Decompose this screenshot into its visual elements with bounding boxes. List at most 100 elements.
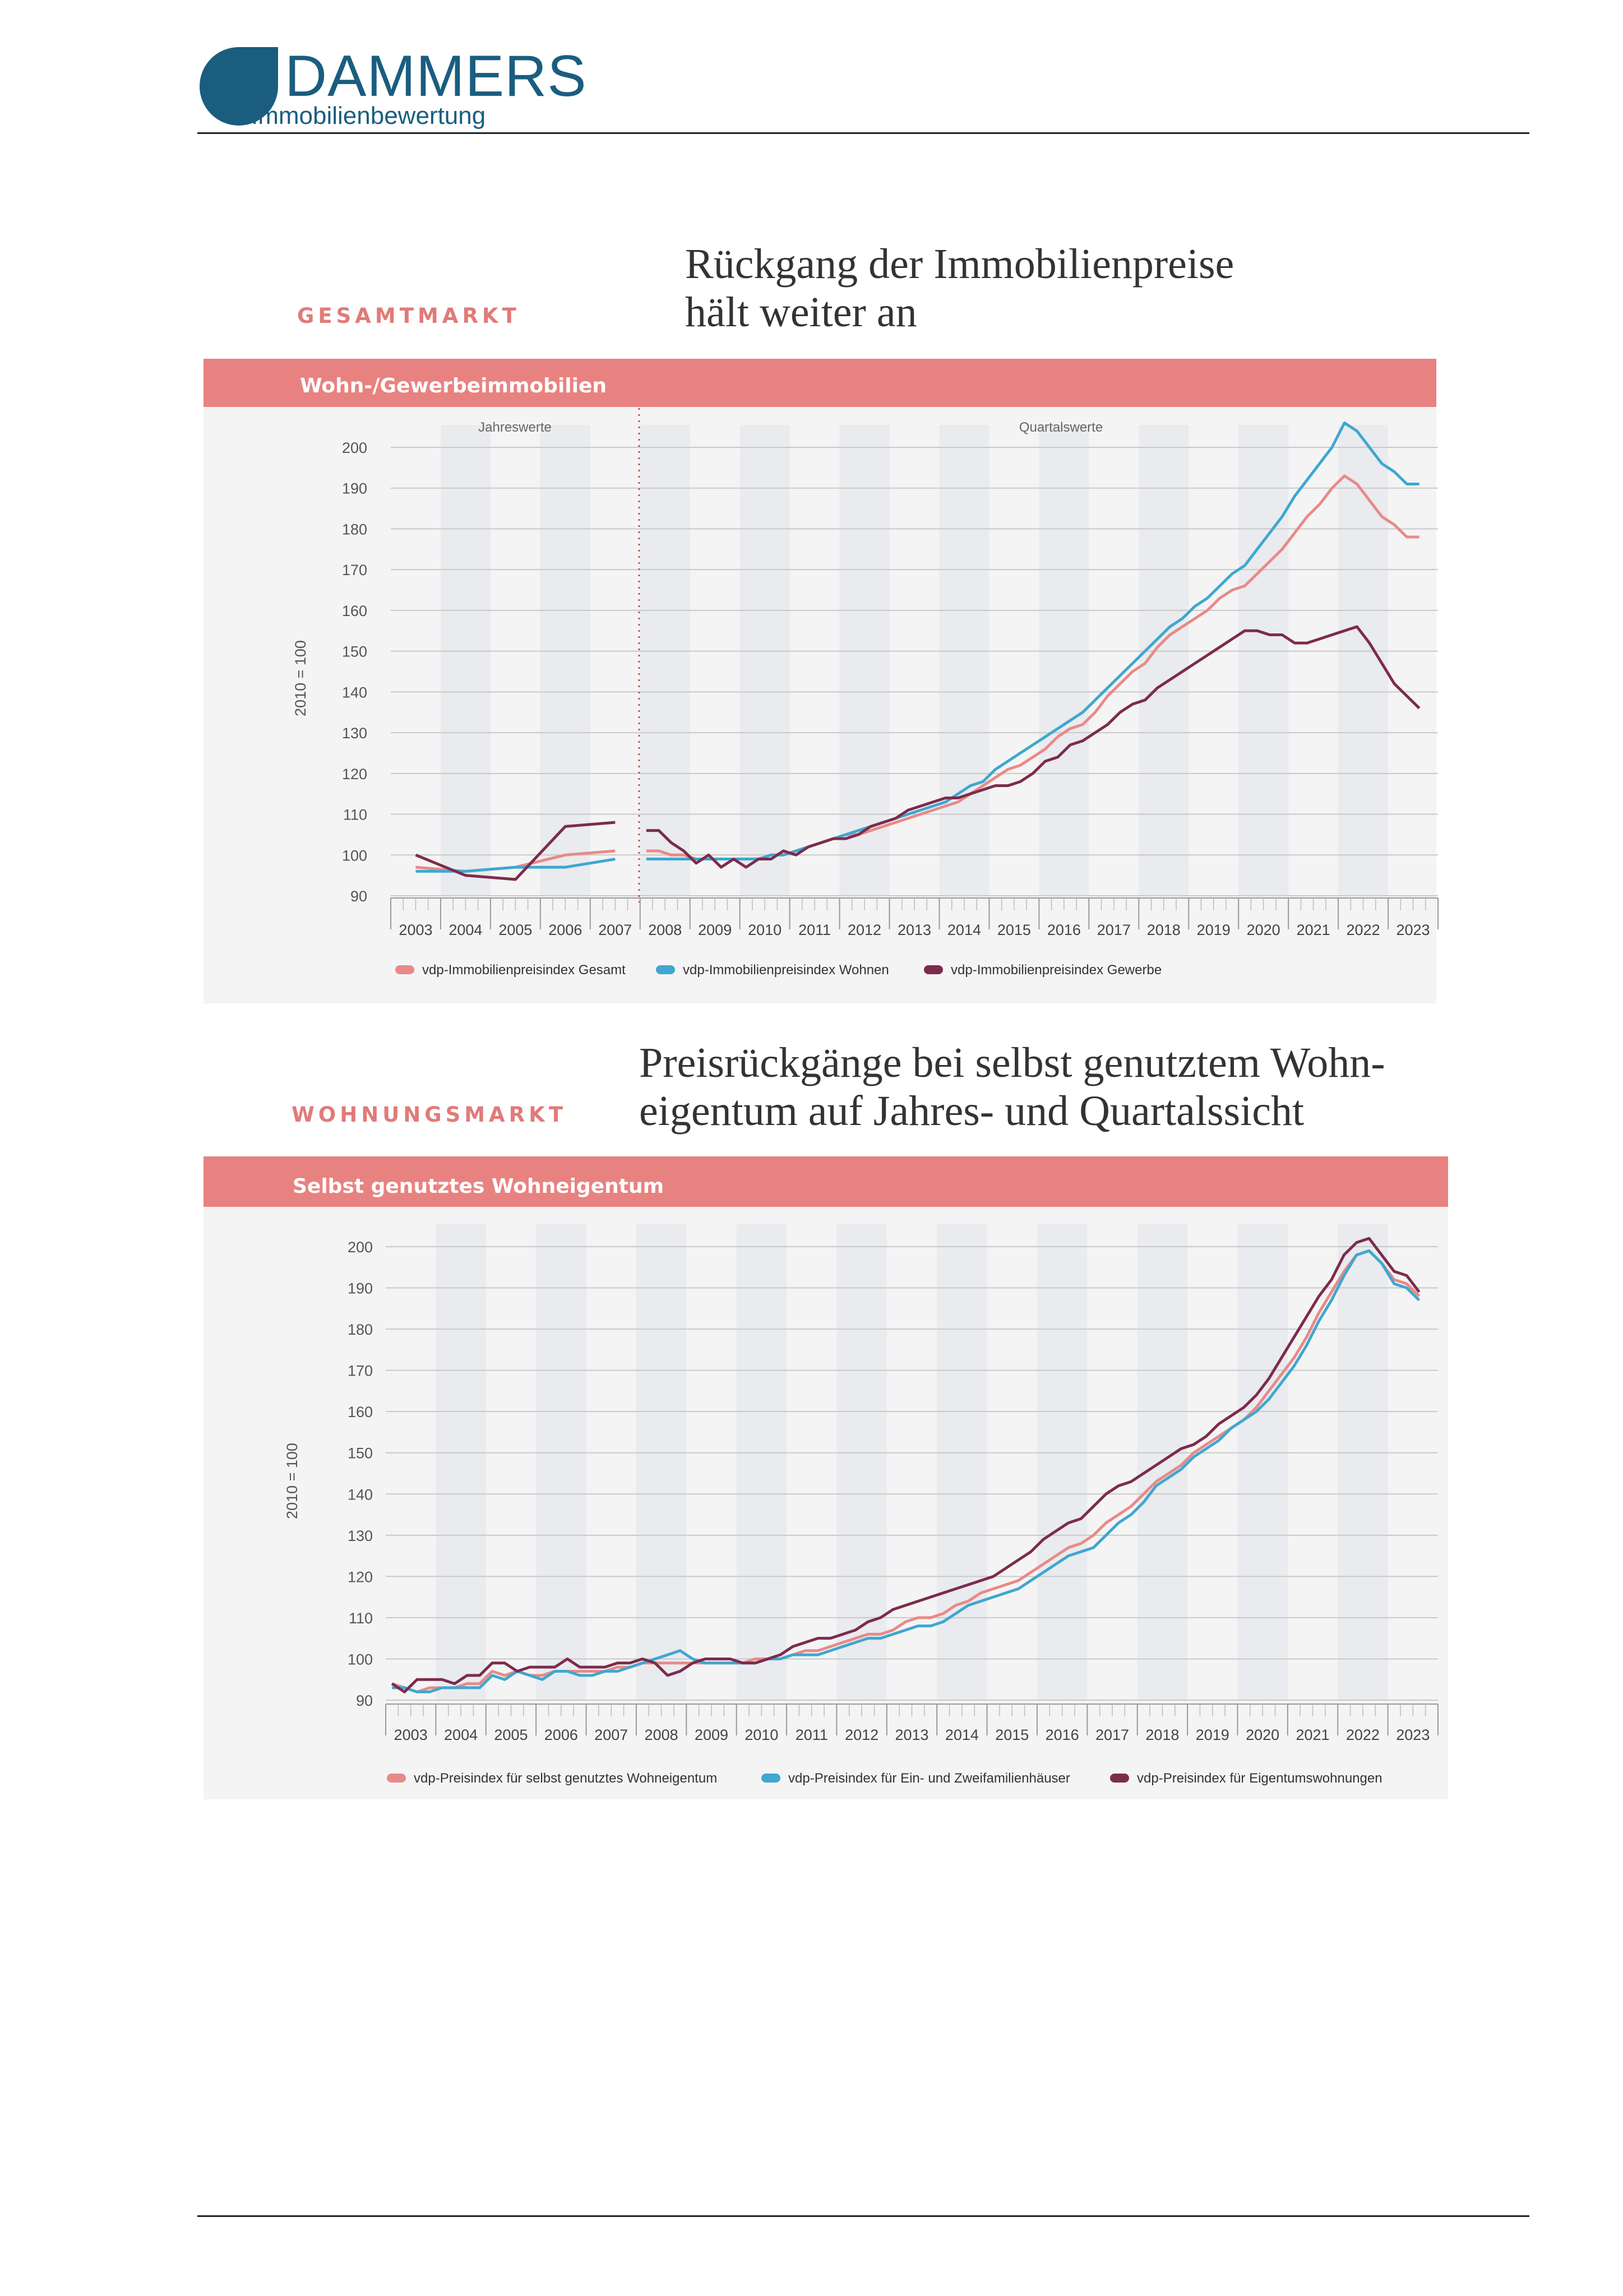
x-tick-label: 2012: [848, 922, 881, 938]
x-tick-label: 2020: [1247, 922, 1280, 938]
year-column-shade: [739, 425, 790, 896]
x-tick-label: 2021: [1297, 922, 1330, 938]
x-tick-label: 2003: [394, 1726, 428, 1743]
y-tick-label: 140: [348, 1486, 373, 1503]
y-tick-label: 190: [342, 480, 367, 497]
header-rule: [197, 132, 1529, 134]
year-column-shade: [937, 1224, 987, 1700]
section-label-wohnungsmarkt: WOHNUNGSMARKT: [292, 1103, 567, 1127]
chart-title: Wohn-/Gewerbeimmobilien: [300, 374, 607, 397]
chart-title-band: [204, 1156, 1448, 1207]
x-tick-label: 2022: [1346, 1726, 1380, 1743]
x-tick-label: 2022: [1347, 922, 1380, 938]
year-column-shade: [536, 1224, 586, 1700]
x-tick-label: 2021: [1296, 1726, 1330, 1743]
x-tick-label: 2019: [1197, 922, 1231, 938]
y-tick-label: 150: [348, 1445, 373, 1462]
x-tick-label: 2017: [1095, 1726, 1129, 1743]
x-tick-label: 2003: [399, 922, 432, 938]
x-tick-label: 2018: [1147, 922, 1181, 938]
y-tick-label: 100: [348, 1651, 373, 1668]
x-tick-label: 2007: [598, 922, 632, 938]
section-headline-wohnungsmarkt: Preisrückgänge bei selbst genutztem Wohn…: [639, 1039, 1385, 1135]
x-tick-label: 2018: [1145, 1726, 1179, 1743]
x-tick-label: 2006: [548, 922, 582, 938]
series-line-quarterly-3: [646, 625, 1421, 869]
x-tick-label: 2015: [997, 922, 1031, 938]
year-column-shade: [839, 425, 890, 896]
y-tick-label: 100: [342, 847, 367, 864]
series-line-annual-2: [415, 858, 616, 873]
logo-name: DAMMERS: [285, 44, 587, 109]
y-tick-label: 160: [348, 1404, 373, 1420]
y-tick-label: 180: [348, 1321, 373, 1338]
section-label-gesamtmarkt: GESAMTMARKT: [297, 304, 520, 328]
legend-label: vdp-Immobilienpreisindex Gewerbe: [951, 962, 1162, 978]
legend-swatch: [1110, 1774, 1129, 1783]
chart-title: Selbst genutztes Wohneigentum: [293, 1175, 664, 1198]
chart-2: Selbst genutztes Wohneigentum 90 100 110 120…: [204, 1156, 1448, 1799]
x-tick-label: 2004: [444, 1726, 478, 1743]
x-tick-label: 2014: [945, 1726, 979, 1743]
legend-label: vdp-Immobilienpreisindex Wohnen: [683, 962, 889, 978]
legend-label: vdp-Preisindex für Ein- und Zweifamilien…: [788, 1771, 1070, 1786]
x-tick-label: 2013: [898, 922, 931, 938]
series-line-2: [392, 1249, 1421, 1693]
period-label-quarterly: Quartalswerte: [1019, 420, 1103, 435]
y-tick-label: 160: [342, 603, 367, 619]
x-tick-label: 2020: [1246, 1726, 1279, 1743]
y-tick-label: 120: [342, 766, 367, 783]
footer-rule: [197, 2215, 1529, 2217]
year-column-shade: [939, 425, 989, 896]
year-column-shade: [1237, 1224, 1288, 1700]
year-column-shade: [440, 425, 491, 896]
chart-title-band: [204, 359, 1436, 407]
x-tick-label: 2011: [798, 922, 831, 938]
year-column-shade: [1238, 425, 1289, 896]
x-tick-label: 2012: [845, 1726, 878, 1743]
series-line-annual-3: [415, 821, 616, 881]
x-tick-label: 2010: [745, 1726, 778, 1743]
y-tick-label: 150: [342, 644, 367, 660]
x-tick-label: 2023: [1396, 1726, 1430, 1743]
y-tick-label: 90: [350, 888, 367, 905]
legend-swatch: [761, 1774, 780, 1783]
y-tick-label: 200: [342, 439, 367, 456]
legend-label: vdp-Preisindex für selbst genutztes Wohn…: [414, 1771, 717, 1786]
legend-label: vdp-Preisindex für Eigentumswohnungen: [1137, 1771, 1382, 1786]
x-tick-label: 2006: [544, 1726, 578, 1743]
year-column-shade: [640, 425, 690, 896]
chart-1: Wohn-/Gewerbeimmobilien 90 100 110 120 130 140…: [204, 359, 1439, 1003]
y-tick-label: 140: [342, 684, 367, 701]
logo-subtitle: Immobilienbewertung: [251, 102, 486, 129]
legend-swatch: [924, 965, 943, 974]
company-logo: DAMMERS Immobilienbewertung: [197, 44, 586, 133]
legend-swatch: [395, 965, 414, 974]
x-tick-label: 2017: [1097, 922, 1131, 938]
section-headline-gesamtmarkt: Rückgang der Immobilienpreise hält weite…: [685, 240, 1234, 336]
x-tick-label: 2009: [695, 1726, 728, 1743]
y-tick-label: 170: [348, 1363, 373, 1380]
x-tick-label: 2019: [1196, 1726, 1229, 1743]
y-axis-label: 2010 = 100: [284, 1443, 300, 1519]
y-tick-label: 180: [342, 521, 367, 538]
y-tick-label: 130: [348, 1527, 373, 1544]
x-tick-label: 2023: [1396, 922, 1430, 938]
y-tick-label: 90: [356, 1692, 373, 1709]
x-tick-label: 2005: [498, 922, 532, 938]
y-tick-label: 200: [348, 1239, 373, 1256]
x-tick-label: 2010: [748, 922, 782, 938]
x-tick-label: 2016: [1046, 1726, 1079, 1743]
logo-mark-icon: [200, 47, 278, 126]
year-column-shade: [636, 1224, 687, 1700]
year-column-shade: [736, 1224, 787, 1700]
x-tick-label: 2014: [947, 922, 981, 938]
year-column-shade: [836, 1224, 887, 1700]
y-axis-label: 2010 = 100: [292, 640, 309, 716]
x-tick-label: 2016: [1047, 922, 1081, 938]
y-tick-label: 130: [342, 725, 367, 742]
x-tick-label: 2007: [594, 1726, 628, 1743]
year-column-shade: [1338, 1224, 1388, 1700]
year-column-shade: [436, 1224, 486, 1700]
